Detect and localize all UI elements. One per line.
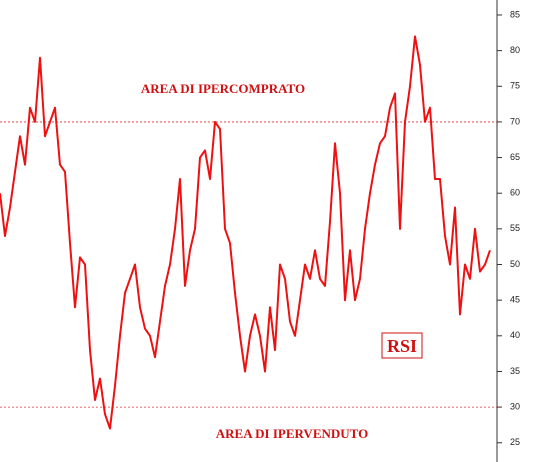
y-tick-label: 65 (510, 152, 520, 162)
y-tick-label: 85 (510, 9, 520, 19)
y-tick-label: 80 (510, 45, 520, 55)
y-tick-label: 55 (510, 223, 520, 233)
y-tick-label: 60 (510, 188, 520, 198)
y-tick-label: 50 (510, 259, 520, 269)
rsi-line (0, 35, 491, 430)
y-tick-label: 70 (510, 116, 520, 126)
y-tick-label: 40 (510, 330, 520, 340)
oversold-label: AREA DI IPERVENDUTO (216, 426, 368, 441)
y-tick-label: 35 (510, 366, 520, 376)
rsi-box (381, 332, 423, 359)
y-tick-label: 25 (510, 437, 520, 447)
y-tick-label: 45 (510, 295, 520, 305)
y-tick-label: 75 (510, 81, 520, 91)
y-tick-label: 30 (510, 401, 520, 411)
overbought-label: AREA DI IPERCOMPRATO (141, 81, 305, 96)
rsi-label: RSI (387, 336, 417, 356)
